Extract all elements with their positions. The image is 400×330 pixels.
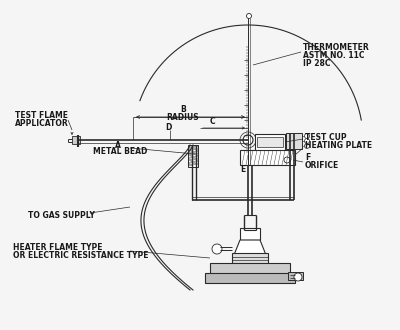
Bar — [286, 133, 302, 149]
Text: A: A — [115, 141, 121, 149]
Bar — [240, 150, 295, 165]
Bar — [188, 145, 198, 167]
Text: D: D — [165, 122, 171, 131]
Text: ASTM NO. 11C: ASTM NO. 11C — [303, 50, 364, 59]
Text: APPLICATOR: APPLICATOR — [15, 118, 69, 127]
Bar — [240, 228, 260, 240]
Polygon shape — [234, 240, 266, 255]
Bar — [205, 273, 295, 283]
Text: OR ELECTRIC RESISTANCE TYPE: OR ELECTRIC RESISTANCE TYPE — [13, 250, 148, 259]
Bar — [210, 263, 290, 275]
Circle shape — [212, 244, 222, 254]
Circle shape — [304, 139, 310, 144]
Bar — [232, 253, 268, 265]
Bar — [255, 134, 285, 152]
Text: B: B — [180, 106, 186, 115]
Bar — [72, 136, 80, 144]
Text: METAL BEAD: METAL BEAD — [93, 148, 147, 156]
Bar — [288, 272, 303, 280]
Text: RADIUS: RADIUS — [167, 113, 199, 121]
Text: THERMOMETER: THERMOMETER — [303, 43, 370, 51]
Text: C: C — [210, 117, 216, 126]
Circle shape — [294, 273, 302, 281]
Circle shape — [304, 134, 310, 139]
Text: IP 28C: IP 28C — [303, 58, 330, 68]
Circle shape — [246, 14, 252, 18]
Text: TEST CUP: TEST CUP — [305, 133, 347, 142]
Text: HEATER FLAME TYPE: HEATER FLAME TYPE — [13, 243, 102, 251]
Text: TEST FLAME: TEST FLAME — [15, 111, 68, 119]
Circle shape — [304, 144, 310, 149]
Text: F: F — [305, 153, 310, 162]
Text: HEATING PLATE: HEATING PLATE — [305, 142, 372, 150]
Text: ORIFICE: ORIFICE — [305, 161, 339, 171]
Circle shape — [243, 135, 253, 145]
Text: TO GAS SUPPLY: TO GAS SUPPLY — [28, 211, 95, 219]
Bar — [257, 137, 283, 147]
Circle shape — [284, 157, 290, 163]
Text: E: E — [240, 166, 245, 175]
